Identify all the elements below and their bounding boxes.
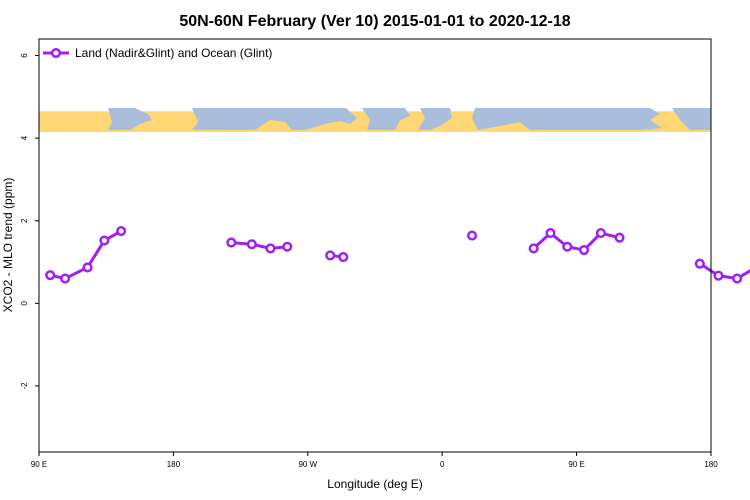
x-axis-label: Longitude (deg E) [327,477,422,491]
chart-title: 50N-60N February (Ver 10) 2015-01-01 to … [179,13,570,30]
data-point [246,239,257,250]
x-ticks: 90 E 180 90 W 0 90 E 180 [31,452,718,469]
plot-frame [38,38,712,453]
legend-marker [50,47,62,59]
data-point [528,243,539,254]
data-point [265,243,276,254]
data-point [116,225,127,237]
data-point [282,241,293,252]
data-point [338,252,349,263]
data-point [82,262,93,273]
data-point [60,273,71,284]
y-tick-label: 4 [20,135,29,140]
x-tick-label: 0 [440,460,445,469]
x-tick-label: 90 E [568,460,584,469]
data-point [562,241,573,252]
data-point [45,270,56,281]
data-point [713,270,724,281]
y-tick-label: 6 [20,53,29,58]
legend: Land (Nadir&Glint) and Ocean (Glint) [43,46,272,60]
y-tick-label: 0 [20,301,29,306]
data-point [545,228,556,239]
data-point [99,235,110,246]
x-tick-label: 90 E [31,460,47,469]
map-band [39,108,711,132]
y-tick-label: 2 [20,218,29,223]
legend-label: Land (Nadir&Glint) and Ocean (Glint) [75,46,272,60]
data-point [732,273,743,284]
x-tick-label: 90 W [298,460,317,469]
data-point [694,258,705,269]
map-band-ocean [108,108,711,130]
data-point [579,244,590,256]
data-point [614,232,625,243]
x-tick-label: 180 [167,460,181,469]
data-point [467,230,478,241]
y-axis-label: XCO2 - MLO trend (ppm) [1,178,15,313]
data-point [595,228,606,239]
series-line [231,241,288,250]
data-point [226,237,237,248]
series-line [698,262,750,281]
series-layer [45,225,750,284]
y-ticks: 6 4 2 0 -2 [20,53,39,390]
data-point [325,250,336,261]
y-tick-label: -2 [20,382,29,390]
x-tick-label: 180 [704,460,718,469]
